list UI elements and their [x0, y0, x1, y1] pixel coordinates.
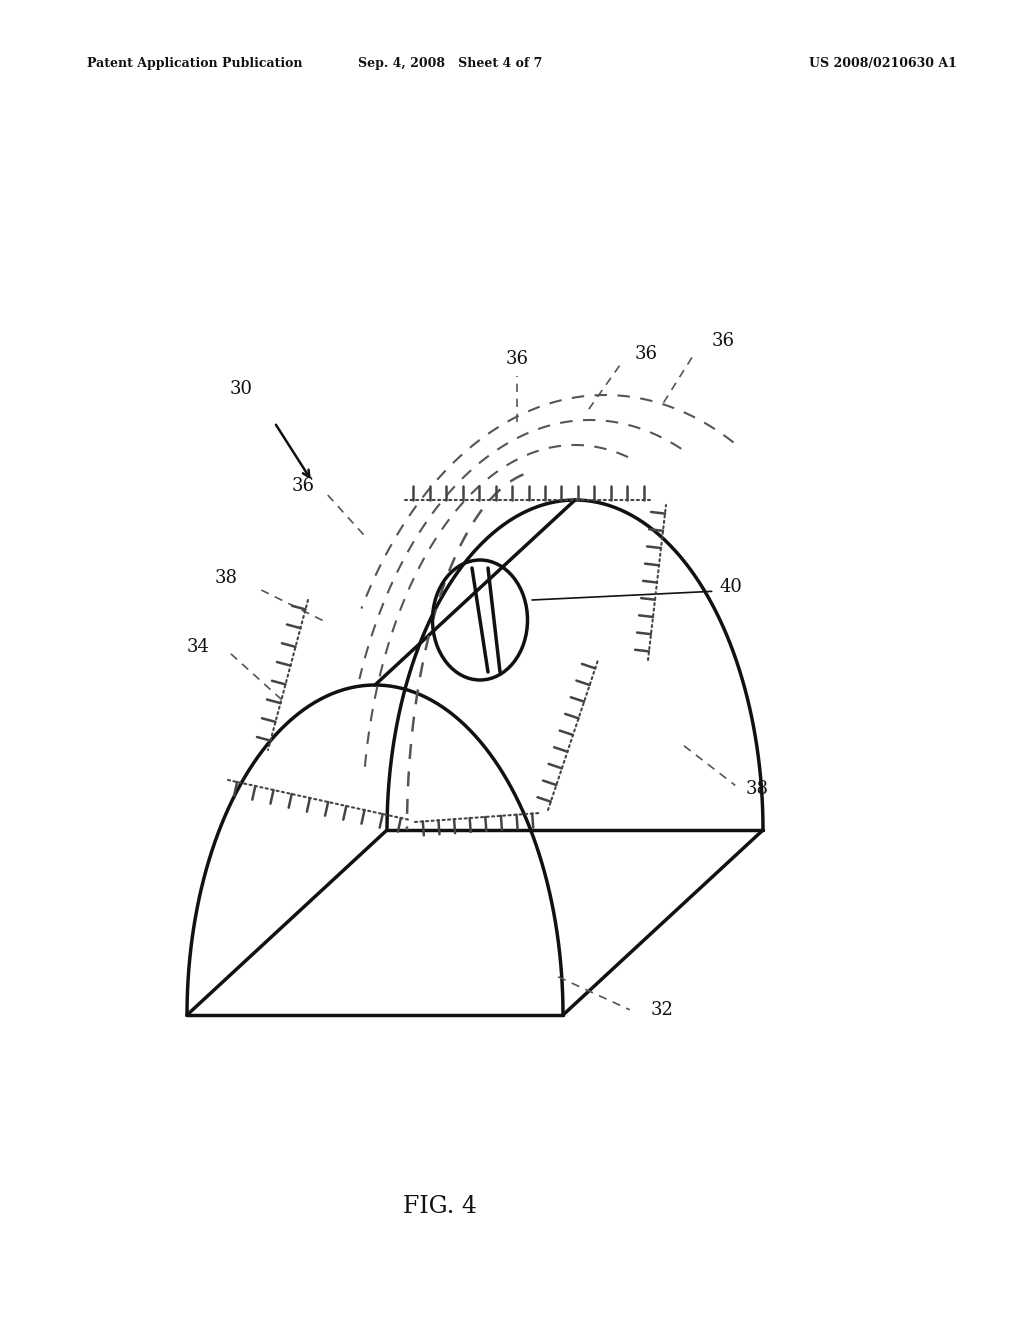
Text: FIG. 4: FIG. 4 — [403, 1195, 477, 1218]
Text: 36: 36 — [712, 331, 734, 350]
Text: Patent Application Publication: Patent Application Publication — [87, 57, 302, 70]
Text: 40: 40 — [720, 578, 742, 597]
Text: 30: 30 — [229, 380, 252, 399]
Text: 32: 32 — [650, 1001, 673, 1019]
Text: 36: 36 — [635, 345, 657, 363]
Text: 36: 36 — [292, 477, 314, 495]
Text: 36: 36 — [506, 350, 528, 368]
Text: Sep. 4, 2008   Sheet 4 of 7: Sep. 4, 2008 Sheet 4 of 7 — [358, 57, 543, 70]
Text: US 2008/0210630 A1: US 2008/0210630 A1 — [809, 57, 956, 70]
Text: 38: 38 — [745, 780, 768, 799]
Text: 34: 34 — [187, 638, 210, 656]
Text: 38: 38 — [215, 569, 238, 587]
